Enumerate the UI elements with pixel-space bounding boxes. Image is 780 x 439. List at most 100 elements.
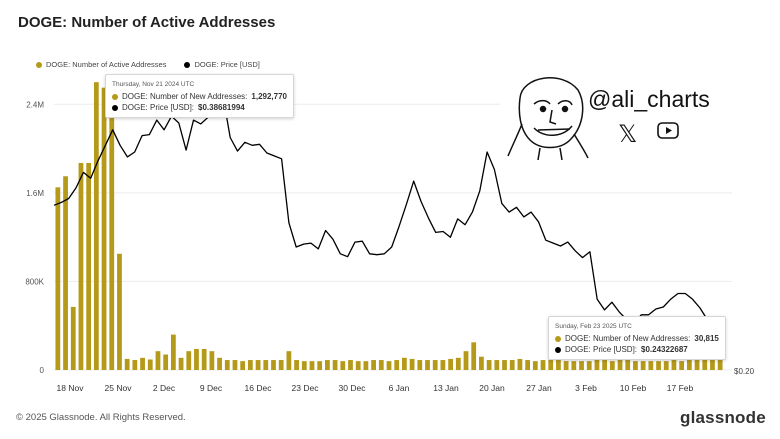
bar [301,361,307,370]
legend-item-addresses[interactable]: DOGE: Number of Active Addresses [36,60,166,69]
bar [602,360,608,370]
bar [694,360,700,370]
bar [309,361,315,370]
legend-label-addresses: DOGE: Number of Active Addresses [46,60,167,69]
x-tick-label: 3 Feb [575,383,597,393]
bar [278,360,284,370]
watermark-box: 𝕏 [500,68,740,163]
bar [679,361,685,370]
bar [340,361,346,370]
bar [155,351,161,370]
bar [517,358,523,370]
x-tick-label: 13 Jan [433,383,459,393]
bar [648,361,654,370]
watermark-art: 𝕏 [507,77,679,161]
bar [532,361,538,370]
tooltip-feb23: Sunday, Feb 23 2025 UTC DOGE: Number of … [548,316,726,360]
bar [86,162,92,370]
x-tick-label: 17 Feb [667,383,694,393]
bar [386,361,392,370]
right-axis-label: $0.20 [734,367,755,376]
x-tick-label: 25 Nov [105,383,133,393]
y-tick-label: 1.6M [26,189,44,198]
tooltip-price-swatch [555,346,561,353]
legend-label-price: DOGE: Price [USD] [194,60,260,69]
bar [186,351,192,370]
watermark-handle: @ali_charts [588,86,710,112]
bar [571,361,577,370]
x-tick-label: 16 Dec [245,383,273,393]
bar [471,342,477,370]
bar [263,360,269,370]
bar [548,360,554,370]
bar [355,361,361,370]
tooltip-addr-swatch [555,335,561,342]
bar [556,360,561,370]
bar [402,357,407,370]
bar [494,360,500,370]
bar [525,360,531,370]
bar [170,334,176,370]
bar [70,306,76,370]
tooltip-date: Sunday, Feb 23 2025 UTC [555,323,632,330]
bar [617,360,623,370]
meme-face-icon [507,77,589,161]
bar [294,360,299,370]
bar [163,354,169,370]
bar [348,360,353,370]
bar [717,360,723,370]
youtube-icon [657,122,679,139]
tooltip-date: Thursday, Nov 21 2024 UTC [112,81,195,88]
x-tick-label: 9 Dec [200,383,223,393]
bar [409,358,415,370]
tooltip-addr-value: 1,292,770 [251,92,287,101]
bar [93,82,99,371]
tooltip-addr-label: DOGE: Number of New Addresses: [122,92,248,101]
price-series [53,94,723,329]
bar [671,360,677,370]
x-tick-label: 6 Jan [389,383,410,393]
bar [371,360,376,370]
bar [633,361,638,370]
x-tick-label: 30 Dec [339,383,367,393]
bar [702,360,708,370]
bar [455,357,461,370]
copyright-text: © 2025 Glassnode. All Rights Reserved. [16,412,186,423]
bar [232,360,238,370]
tooltip-price-label: DOGE: Price [USD]: [565,345,638,354]
bar [240,361,246,370]
bar [217,357,222,370]
bar [194,348,199,370]
bar [710,360,715,370]
bar [255,360,261,370]
legend-swatch-price [184,61,191,68]
tooltip-addr-swatch [112,93,118,100]
bar [201,348,207,370]
y-tick-label: 0 [40,366,45,375]
bar [609,361,615,370]
x-logo-icon: 𝕏 [618,120,637,148]
x-tick-label: 10 Feb [620,383,647,393]
bar [394,360,400,370]
bar-series [55,82,723,371]
bar [686,360,692,370]
bar [55,187,61,370]
bar [117,253,122,370]
y-tick-label: 800K [25,277,44,286]
bar [586,361,592,370]
legend-item-price[interactable]: DOGE: Price [USD] [184,60,260,69]
bar [317,361,323,370]
bar [247,360,253,370]
bar [432,360,438,370]
bar [479,356,484,370]
bar [463,351,469,370]
bar [101,87,107,370]
bar [440,360,446,370]
bar [109,106,115,370]
bar [540,360,546,370]
bar [509,360,515,370]
bar [594,360,600,370]
tooltip-nov21: Thursday, Nov 21 2024 UTC DOGE: Number o… [105,74,294,118]
bar [363,361,369,370]
